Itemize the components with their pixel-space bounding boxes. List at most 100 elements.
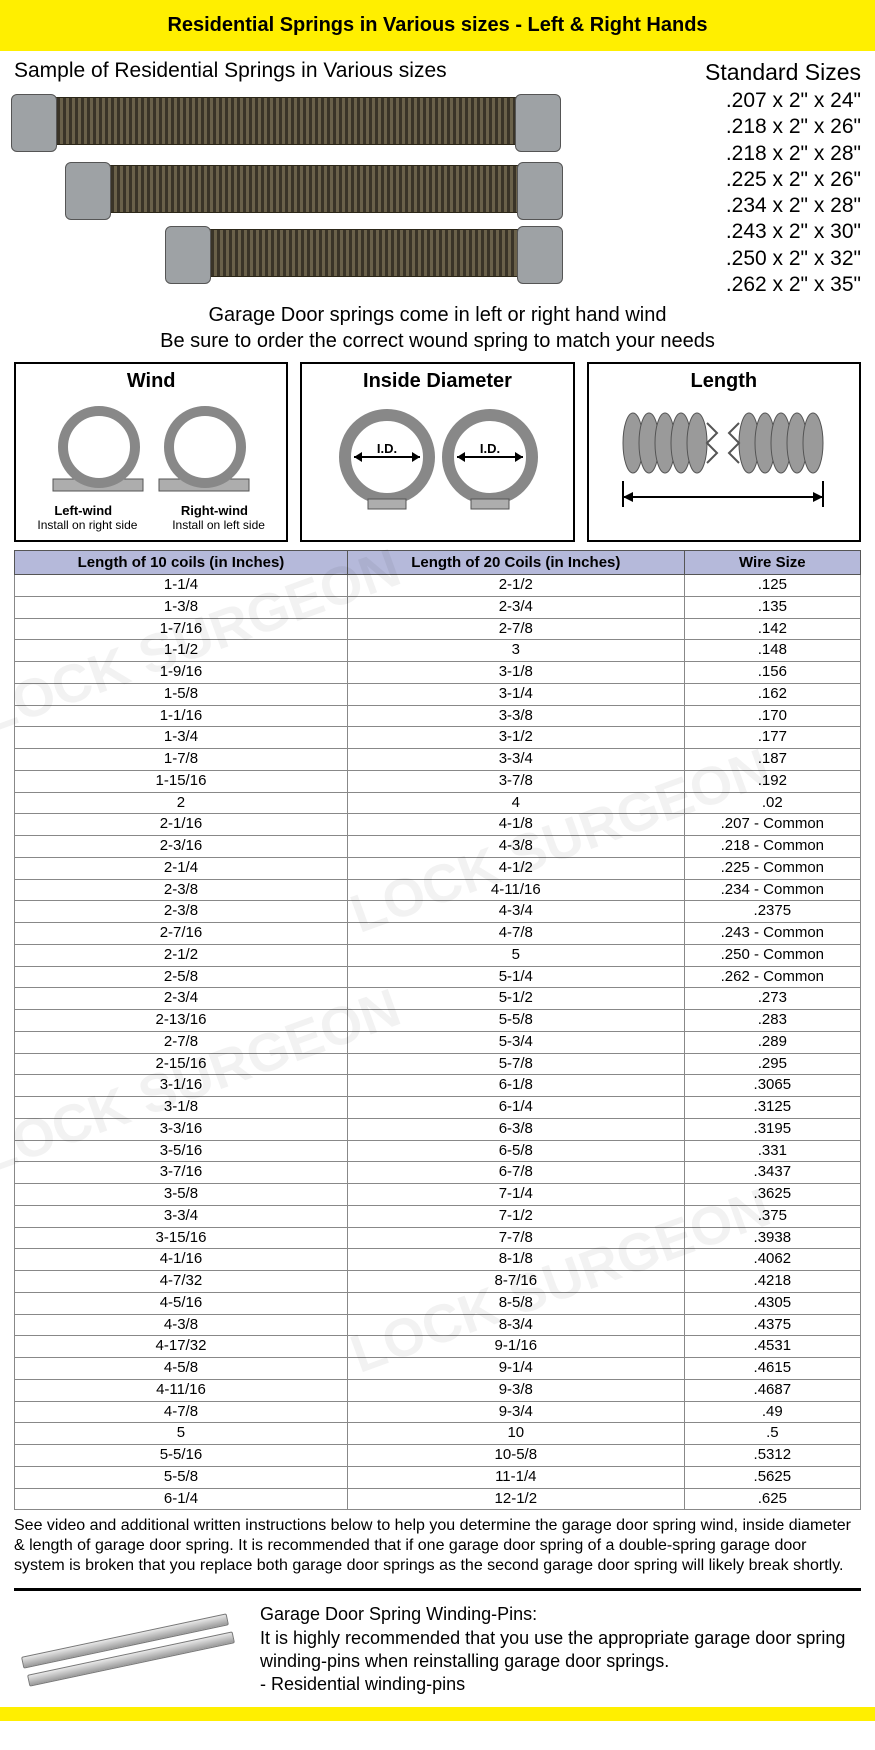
table-cell: 4	[347, 792, 684, 814]
table-cell: .4218	[684, 1271, 860, 1293]
table-cell: 3-15/16	[15, 1227, 348, 1249]
id-title: Inside Diameter	[306, 370, 568, 393]
id-svg: I.D. I.D.	[322, 399, 552, 519]
table-cell: .3125	[684, 1097, 860, 1119]
table-cell: 4-17/32	[15, 1336, 348, 1358]
table-cell: .5312	[684, 1445, 860, 1467]
table-cell: 4-11/16	[347, 879, 684, 901]
table-cell: 3-1/2	[347, 727, 684, 749]
table-cell: .289	[684, 1031, 860, 1053]
table-cell: .295	[684, 1053, 860, 1075]
size-line: .234 x 2" x 28"	[611, 193, 861, 219]
table-cell: 3-3/4	[347, 749, 684, 771]
table-cell: 6-7/8	[347, 1162, 684, 1184]
table-cell: 4-11/16	[15, 1379, 348, 1401]
table-cell: 1-9/16	[15, 662, 348, 684]
table-cell: 5-5/16	[15, 1445, 348, 1467]
winding-pins-image	[14, 1603, 244, 1693]
table-cell: 8-3/4	[347, 1314, 684, 1336]
table-cell: .225 - Common	[684, 857, 860, 879]
table-cell: 3	[347, 640, 684, 662]
table-cell: .148	[684, 640, 860, 662]
table-cell: 1-3/4	[15, 727, 348, 749]
table-cell: 2	[15, 792, 348, 814]
table-cell: 3-7/8	[347, 770, 684, 792]
table-cell: .218 - Common	[684, 836, 860, 858]
table-cell: 4-3/8	[15, 1314, 348, 1336]
table-cell: 8-7/16	[347, 1271, 684, 1293]
table-cell: 3-3/16	[15, 1118, 348, 1140]
table-cell: .3625	[684, 1184, 860, 1206]
table-cell: 4-5/16	[15, 1292, 348, 1314]
table-cell: 1-7/16	[15, 618, 348, 640]
mid-line1: Garage Door springs come in left or righ…	[14, 302, 861, 328]
table-cell: 3-1/4	[347, 683, 684, 705]
wind-svg	[41, 399, 261, 499]
sizes-title: Standard Sizes	[611, 59, 861, 86]
table-cell: 3-3/8	[347, 705, 684, 727]
table-cell: 4-1/16	[15, 1249, 348, 1271]
table-cell: 4-1/2	[347, 857, 684, 879]
table-header: Wire Size	[684, 551, 860, 575]
size-line: .250 x 2" x 32"	[611, 246, 861, 272]
table-cell: 6-5/8	[347, 1140, 684, 1162]
table-cell: 2-3/4	[15, 988, 348, 1010]
table-row: 2-3/84-3/4.2375	[15, 901, 861, 923]
size-line: .243 x 2" x 30"	[611, 219, 861, 245]
table-cell: .02	[684, 792, 860, 814]
table-cell: .250 - Common	[684, 944, 860, 966]
table-cell: .273	[684, 988, 860, 1010]
size-line: .218 x 2" x 26"	[611, 114, 861, 140]
table-cell: 9-3/4	[347, 1401, 684, 1423]
table-row: 1-7/83-3/4.187	[15, 749, 861, 771]
table-cell: 5-5/8	[347, 1010, 684, 1032]
table-cell: 5-1/2	[347, 988, 684, 1010]
table-cell: 6-1/4	[347, 1097, 684, 1119]
table-cell: 6-3/8	[347, 1118, 684, 1140]
table-cell: .4687	[684, 1379, 860, 1401]
table-cell: .2375	[684, 901, 860, 923]
table-cell: 4-5/8	[15, 1358, 348, 1380]
table-row: 4-5/168-5/8.4305	[15, 1292, 861, 1314]
table-cell: 9-1/4	[347, 1358, 684, 1380]
table-cell: 5-7/8	[347, 1053, 684, 1075]
wire-size-table: Length of 10 coils (in Inches)Length of …	[14, 550, 861, 1510]
table-cell: .4305	[684, 1292, 860, 1314]
table-row: 1-1/163-3/8.170	[15, 705, 861, 727]
length-diagram: Length	[587, 362, 861, 542]
table-cell: .283	[684, 1010, 860, 1032]
table-cell: .4531	[684, 1336, 860, 1358]
table-cell: 2-1/16	[15, 814, 348, 836]
length-svg	[609, 399, 839, 519]
table-row: 4-5/89-1/4.4615	[15, 1358, 861, 1380]
table-row: 1-5/83-1/4.162	[15, 683, 861, 705]
table-cell: 11-1/4	[347, 1466, 684, 1488]
table-cell: 2-7/8	[347, 618, 684, 640]
table-row: 3-1/166-1/8.3065	[15, 1075, 861, 1097]
table-cell: 8-1/8	[347, 1249, 684, 1271]
table-cell: .3437	[684, 1162, 860, 1184]
banner-title: Residential Springs in Various sizes - L…	[0, 0, 875, 51]
table-cell: .5625	[684, 1466, 860, 1488]
table-cell: 2-3/16	[15, 836, 348, 858]
table-cell: 2-7/16	[15, 923, 348, 945]
table-cell: .375	[684, 1205, 860, 1227]
table-row: 4-3/88-3/4.4375	[15, 1314, 861, 1336]
table-cell: .177	[684, 727, 860, 749]
table-header: Length of 10 coils (in Inches)	[15, 551, 348, 575]
table-cell: .4375	[684, 1314, 860, 1336]
divider	[14, 1588, 861, 1591]
table-row: 4-17/329-1/16.4531	[15, 1336, 861, 1358]
table-cell: 9-1/16	[347, 1336, 684, 1358]
table-row: 3-3/166-3/8.3195	[15, 1118, 861, 1140]
table-cell: 1-3/8	[15, 596, 348, 618]
id-diagram: Inside Diameter I.D. I.D.	[300, 362, 574, 542]
size-line: .218 x 2" x 28"	[611, 141, 861, 167]
table-cell: 1-15/16	[15, 770, 348, 792]
table-cell: 5	[347, 944, 684, 966]
id-label-left: I.D.	[377, 441, 397, 456]
winding-pins-section: Garage Door Spring Winding-Pins: It is h…	[0, 1597, 875, 1707]
table-row: 1-1/42-1/2.125	[15, 575, 861, 597]
table-cell: .192	[684, 770, 860, 792]
table-cell: 4-3/8	[347, 836, 684, 858]
